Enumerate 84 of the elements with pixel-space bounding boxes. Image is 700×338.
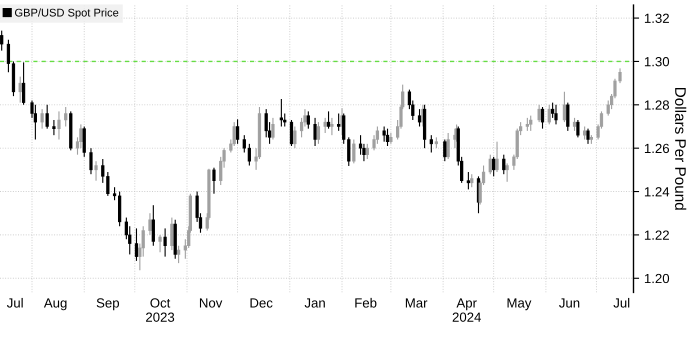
candlestick [506, 162, 509, 182]
y-tick-label: 1.28 [644, 100, 670, 110]
candlestick [313, 117, 317, 147]
candlestick [453, 128, 457, 149]
candlestick [389, 132, 393, 144]
candlestick [212, 167, 216, 194]
x-tick-label: May [508, 298, 532, 310]
candlestick [443, 138, 446, 162]
candlestick [236, 118, 240, 144]
y-tick-label: 1.30 [644, 57, 670, 66]
x-tick-label: Jul [6, 298, 23, 308]
candlestick [89, 148, 93, 175]
y-tick-label: 1.24 [644, 187, 670, 196]
candlestick [134, 228, 138, 262]
candlestick [0, 30, 4, 52]
candlestick [57, 110, 61, 140]
candlestick [306, 110, 310, 130]
candlestick [280, 98, 283, 128]
candlestick [324, 117, 327, 134]
x-tick-label: Apr 2024 [452, 298, 481, 322]
candlestick [586, 128, 590, 144]
candlestick [330, 117, 334, 136]
candlestick [470, 174, 474, 188]
x-tick-label: Aug [44, 298, 66, 310]
candlestick [326, 110, 330, 130]
candlestick [566, 102, 570, 132]
candlestick [293, 126, 296, 149]
candlestick [618, 68, 622, 84]
x-tick-label: Oct 2023 [146, 298, 174, 322]
candlestick [382, 126, 386, 142]
candlestick [366, 143, 369, 160]
candlestick [352, 138, 356, 164]
candlestick [22, 62, 26, 106]
x-tick-label: Nov [200, 298, 222, 308]
candlestick [170, 217, 174, 251]
candlestick [562, 91, 566, 123]
candlestick [434, 136, 438, 149]
candlestick [488, 154, 492, 175]
y-axis-title: Dollars Per Pound [675, 88, 686, 210]
candlestick [290, 119, 294, 147]
x-tick-label: Jun [559, 298, 580, 308]
x-tick-label: Sep [96, 298, 120, 310]
candlestick [64, 106, 68, 128]
candlestick [529, 115, 532, 132]
x-tick-label: Jan [304, 298, 325, 308]
candlestick [576, 119, 580, 138]
candlestick [548, 104, 551, 125]
candlestick [34, 104, 38, 140]
candlestick [572, 117, 576, 132]
x-tick-label: Mar [406, 298, 428, 308]
candlestick [271, 117, 275, 140]
candlestick [495, 141, 499, 173]
candlestick [152, 204, 155, 246]
candlestick [583, 126, 586, 140]
candlestick [492, 156, 496, 177]
candlestick [386, 128, 390, 147]
candlestick [46, 104, 49, 130]
candlestick [540, 106, 544, 130]
candlestick [82, 126, 86, 158]
candlestick [502, 154, 506, 175]
candlestick [176, 245, 180, 264]
candlestick [466, 171, 470, 190]
candlestick [526, 117, 529, 132]
candlestick [446, 132, 450, 160]
candlestick [316, 122, 320, 144]
candlestick [418, 108, 422, 128]
candlestick [52, 119, 56, 136]
candlestick [538, 104, 541, 123]
candlestick [163, 228, 167, 258]
candlestick [18, 76, 22, 104]
x-tick-label: Jul [613, 298, 630, 308]
y-tick-label: 1.32 [644, 14, 669, 23]
candlestick [6, 39, 10, 73]
x-tick-label: Dec [250, 298, 273, 308]
candlestick [430, 134, 433, 154]
y-tick-label: 1.22 [644, 230, 669, 240]
x-tick-label: Feb [355, 298, 376, 308]
candlestick [554, 104, 558, 125]
candlestick [40, 108, 44, 130]
y-tick-label: 1.20 [644, 274, 670, 284]
y-tick-label: 1.26 [644, 144, 670, 154]
candlestick [94, 160, 98, 182]
candlestick [148, 212, 152, 236]
legend-label: GBP/USD Spot Price [15, 8, 118, 19]
